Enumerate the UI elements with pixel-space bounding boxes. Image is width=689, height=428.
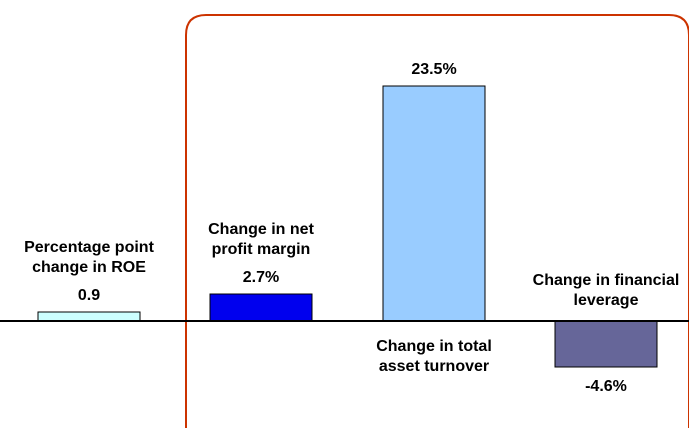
bar	[382, 85, 486, 322]
bar	[554, 320, 658, 368]
value-label: 2.7%	[242, 269, 280, 286]
value-label: -4.6%	[585, 378, 627, 395]
category-label: Change in net profit margin	[208, 221, 314, 258]
value-label: 23.5%	[411, 61, 457, 78]
bar	[209, 293, 313, 322]
bar	[37, 311, 141, 322]
category-label: Percentage point change in ROE	[24, 239, 154, 276]
value-label: 0.9	[77, 287, 101, 304]
highlight-frame	[185, 14, 689, 428]
category-label: Change in total asset turnover	[376, 338, 492, 375]
category-label: Change in financial leverage	[532, 272, 680, 309]
